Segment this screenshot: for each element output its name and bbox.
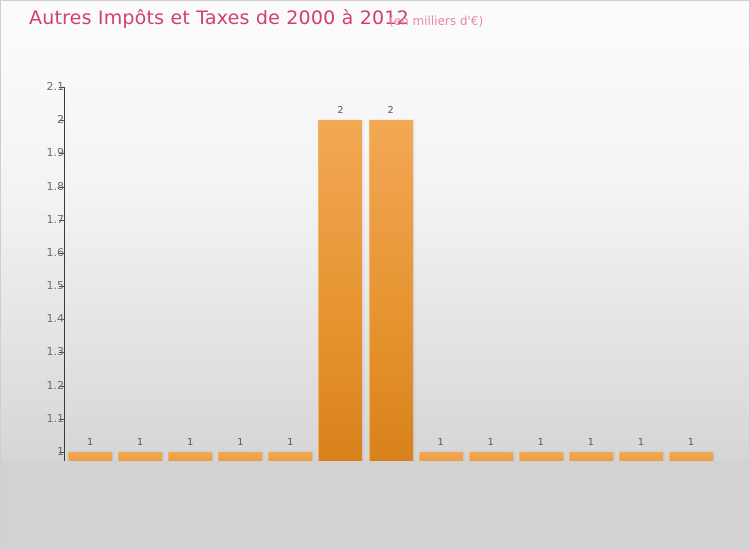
y-tick-label: 1.1 <box>46 411 65 425</box>
y-tick-label: 1.7 <box>46 212 65 226</box>
bar-value-2000: 1 <box>86 436 94 448</box>
y-tick-mark <box>59 186 65 188</box>
bar-value-2011: 1 <box>637 436 645 448</box>
y-axis-ticks: 0.911.11.21.31.41.51.61.71.81.922.1 <box>1 35 65 549</box>
y-tick-label: 1.6 <box>46 245 65 259</box>
y-tick-mark <box>59 286 65 287</box>
y-tick-mark <box>59 219 65 221</box>
chart-unit-subtitle: (en milliers d'€) <box>389 14 484 28</box>
y-tick-mark <box>59 451 65 453</box>
y-tick-mark <box>59 385 65 387</box>
plot-area: 0.911.11.21.31.41.51.61.71.81.922.1 2000… <box>1 35 749 504</box>
y-tick-mark <box>59 120 65 122</box>
y-tick-mark <box>59 153 65 155</box>
y-tick-mark <box>59 252 65 254</box>
bar-2006[interactable] <box>368 120 413 485</box>
bar-value-2001: 1 <box>136 436 144 448</box>
title-band: Autres Impôts et Taxes de 2000 à 2012 (e… <box>1 1 749 35</box>
y-tick-label: 2 <box>57 113 64 127</box>
y-tick-mark <box>59 319 65 321</box>
y-tick-label: 1 <box>57 444 64 458</box>
bar-value-2010: 1 <box>587 436 594 448</box>
bar-value-2003: 1 <box>237 436 244 448</box>
bar-value-2009: 1 <box>537 436 544 448</box>
bar-value-2008: 1 <box>487 436 494 448</box>
bar-value-2002: 1 <box>187 436 194 448</box>
page-title: Autres Impôts et Taxes de 2000 à 2012 <box>29 7 409 29</box>
y-tick-label: 2.1 <box>46 80 65 93</box>
y-tick-label: 1.9 <box>46 146 65 160</box>
bar-value-2006: 2 <box>387 105 394 117</box>
footer: LES PLACES Proxiti <box>1 461 749 549</box>
bar-value-2007: 1 <box>437 436 444 448</box>
y-tick-label: 1.8 <box>46 179 65 193</box>
bar-value-2004: 1 <box>287 436 294 448</box>
bar-value-2012: 1 <box>687 436 695 448</box>
y-tick-mark <box>59 87 65 88</box>
y-tick-label: 1.3 <box>46 345 65 359</box>
y-tick-label: 1.4 <box>46 312 65 326</box>
bar-value-2005: 2 <box>337 105 344 117</box>
y-tick-label: 1.5 <box>46 279 65 292</box>
y-tick-mark <box>59 418 65 420</box>
y-tick-label: 1.2 <box>46 378 65 392</box>
bar-2005[interactable] <box>318 120 363 485</box>
y-tick-mark <box>59 352 65 354</box>
